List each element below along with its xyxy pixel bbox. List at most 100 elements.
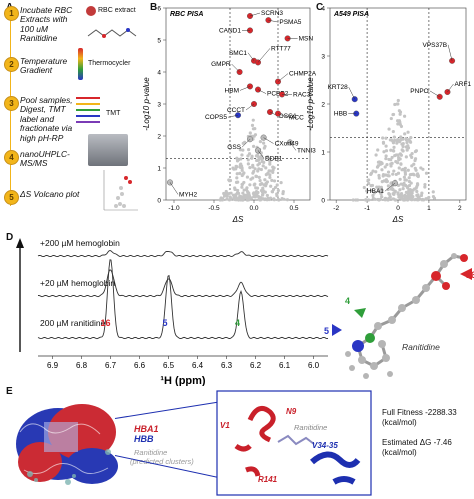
- panel-label-b: B: [150, 2, 158, 13]
- background-point: [377, 160, 382, 164]
- background-point: [365, 189, 369, 193]
- full-fitness-label: Full Fitness: [382, 408, 423, 417]
- background-point: [411, 188, 415, 192]
- background-point: [396, 122, 400, 126]
- background-point: [415, 189, 419, 194]
- background-point: [234, 198, 238, 202]
- step-text: Temperature Gradient: [20, 56, 68, 76]
- background-point: [402, 175, 406, 179]
- background-point: [253, 182, 257, 186]
- background-point: [401, 183, 405, 187]
- background-point: [242, 188, 246, 192]
- background-point: [271, 197, 276, 201]
- background-point: [399, 135, 403, 139]
- background-point: [260, 193, 265, 197]
- background-point: [273, 185, 278, 190]
- background-point: [281, 189, 285, 194]
- n9-label: N9: [286, 407, 297, 416]
- y-axis-label: -Log10 p-value: [306, 77, 315, 131]
- background-point: [240, 153, 244, 157]
- panel-label-e: E: [6, 386, 13, 397]
- background-point: [254, 174, 258, 178]
- background-point: [266, 196, 270, 200]
- background-point: [392, 145, 396, 149]
- background-point: [405, 185, 409, 189]
- background-point: [377, 198, 381, 202]
- hba1-label: HBA1: [134, 424, 159, 434]
- atom-16-arrow: [460, 268, 472, 280]
- background-point: [406, 130, 410, 134]
- background-point: [233, 187, 237, 191]
- background-point: [224, 189, 228, 194]
- step-text: ΔS Volcano plot: [20, 189, 80, 199]
- background-point: [256, 158, 260, 162]
- background-point: [251, 176, 255, 180]
- background-point: [383, 196, 388, 200]
- background-point: [234, 180, 239, 184]
- background-point: [235, 176, 239, 180]
- background-point: [227, 198, 232, 202]
- background-point: [417, 197, 421, 202]
- y-tick-label: 2: [157, 134, 161, 141]
- background-point: [262, 146, 266, 150]
- background-point: [386, 187, 390, 192]
- background-point: [381, 141, 386, 145]
- background-point: [407, 191, 411, 195]
- background-point: [401, 141, 405, 146]
- background-point: [389, 187, 393, 191]
- background-point: [414, 186, 418, 190]
- y-tick-label: 6: [157, 6, 161, 13]
- background-point: [245, 186, 249, 190]
- background-point: [246, 162, 250, 166]
- background-point: [399, 162, 403, 166]
- background-point: [376, 148, 380, 152]
- background-point: [279, 181, 283, 185]
- step-text: nanoUHPLC- MS/MS: [20, 149, 70, 169]
- estimated-dg-label: Estimated ΔG: [382, 438, 432, 447]
- background-point: [248, 195, 252, 199]
- leader-line: [241, 139, 251, 148]
- background-point: [419, 193, 424, 198]
- y-tick-label: 1: [157, 166, 161, 173]
- step-badge: 4: [4, 150, 19, 165]
- background-point: [241, 198, 245, 202]
- atom-16-label: 16: [466, 270, 474, 280]
- background-point: [391, 197, 396, 201]
- ranitidine-structure-icon: [87, 28, 137, 38]
- background-point: [248, 165, 252, 170]
- background-point: [394, 153, 398, 157]
- background-point: [254, 186, 258, 190]
- data-point-mcc: [274, 110, 281, 117]
- background-point: [394, 160, 398, 164]
- background-point: [277, 198, 281, 202]
- background-point: [239, 164, 244, 168]
- background-point: [404, 138, 408, 142]
- estimated-dg-value: -7.46: [433, 438, 452, 447]
- background-point: [409, 136, 413, 140]
- background-point: [367, 198, 371, 202]
- x-tick-label: -1.0: [168, 205, 180, 212]
- background-point: [407, 194, 411, 199]
- leader-line: [169, 182, 179, 195]
- background-point: [367, 178, 371, 182]
- peak-label-4: 4: [235, 318, 240, 328]
- background-point: [266, 155, 270, 159]
- background-point: [257, 175, 261, 179]
- background-point: [235, 159, 240, 163]
- atom-5-label: 5: [324, 326, 329, 336]
- background-point: [254, 189, 259, 194]
- background-point: [271, 168, 275, 172]
- leader-line: [245, 103, 255, 111]
- chart-title: RBC PISA: [170, 11, 203, 18]
- background-point: [399, 153, 403, 157]
- background-point: [245, 175, 250, 179]
- background-point: [367, 181, 371, 186]
- background-point: [392, 192, 396, 197]
- atom-4-label: 4: [345, 296, 350, 306]
- ranitidine-zoom-label: Ranitidine: [294, 423, 327, 432]
- x-tick-label: 1: [427, 205, 431, 212]
- ranitidine-clusters-label: Ranitidine: [134, 448, 167, 457]
- y-tick-label: 5: [157, 38, 161, 45]
- background-point: [246, 198, 250, 202]
- leader-line: [263, 137, 274, 144]
